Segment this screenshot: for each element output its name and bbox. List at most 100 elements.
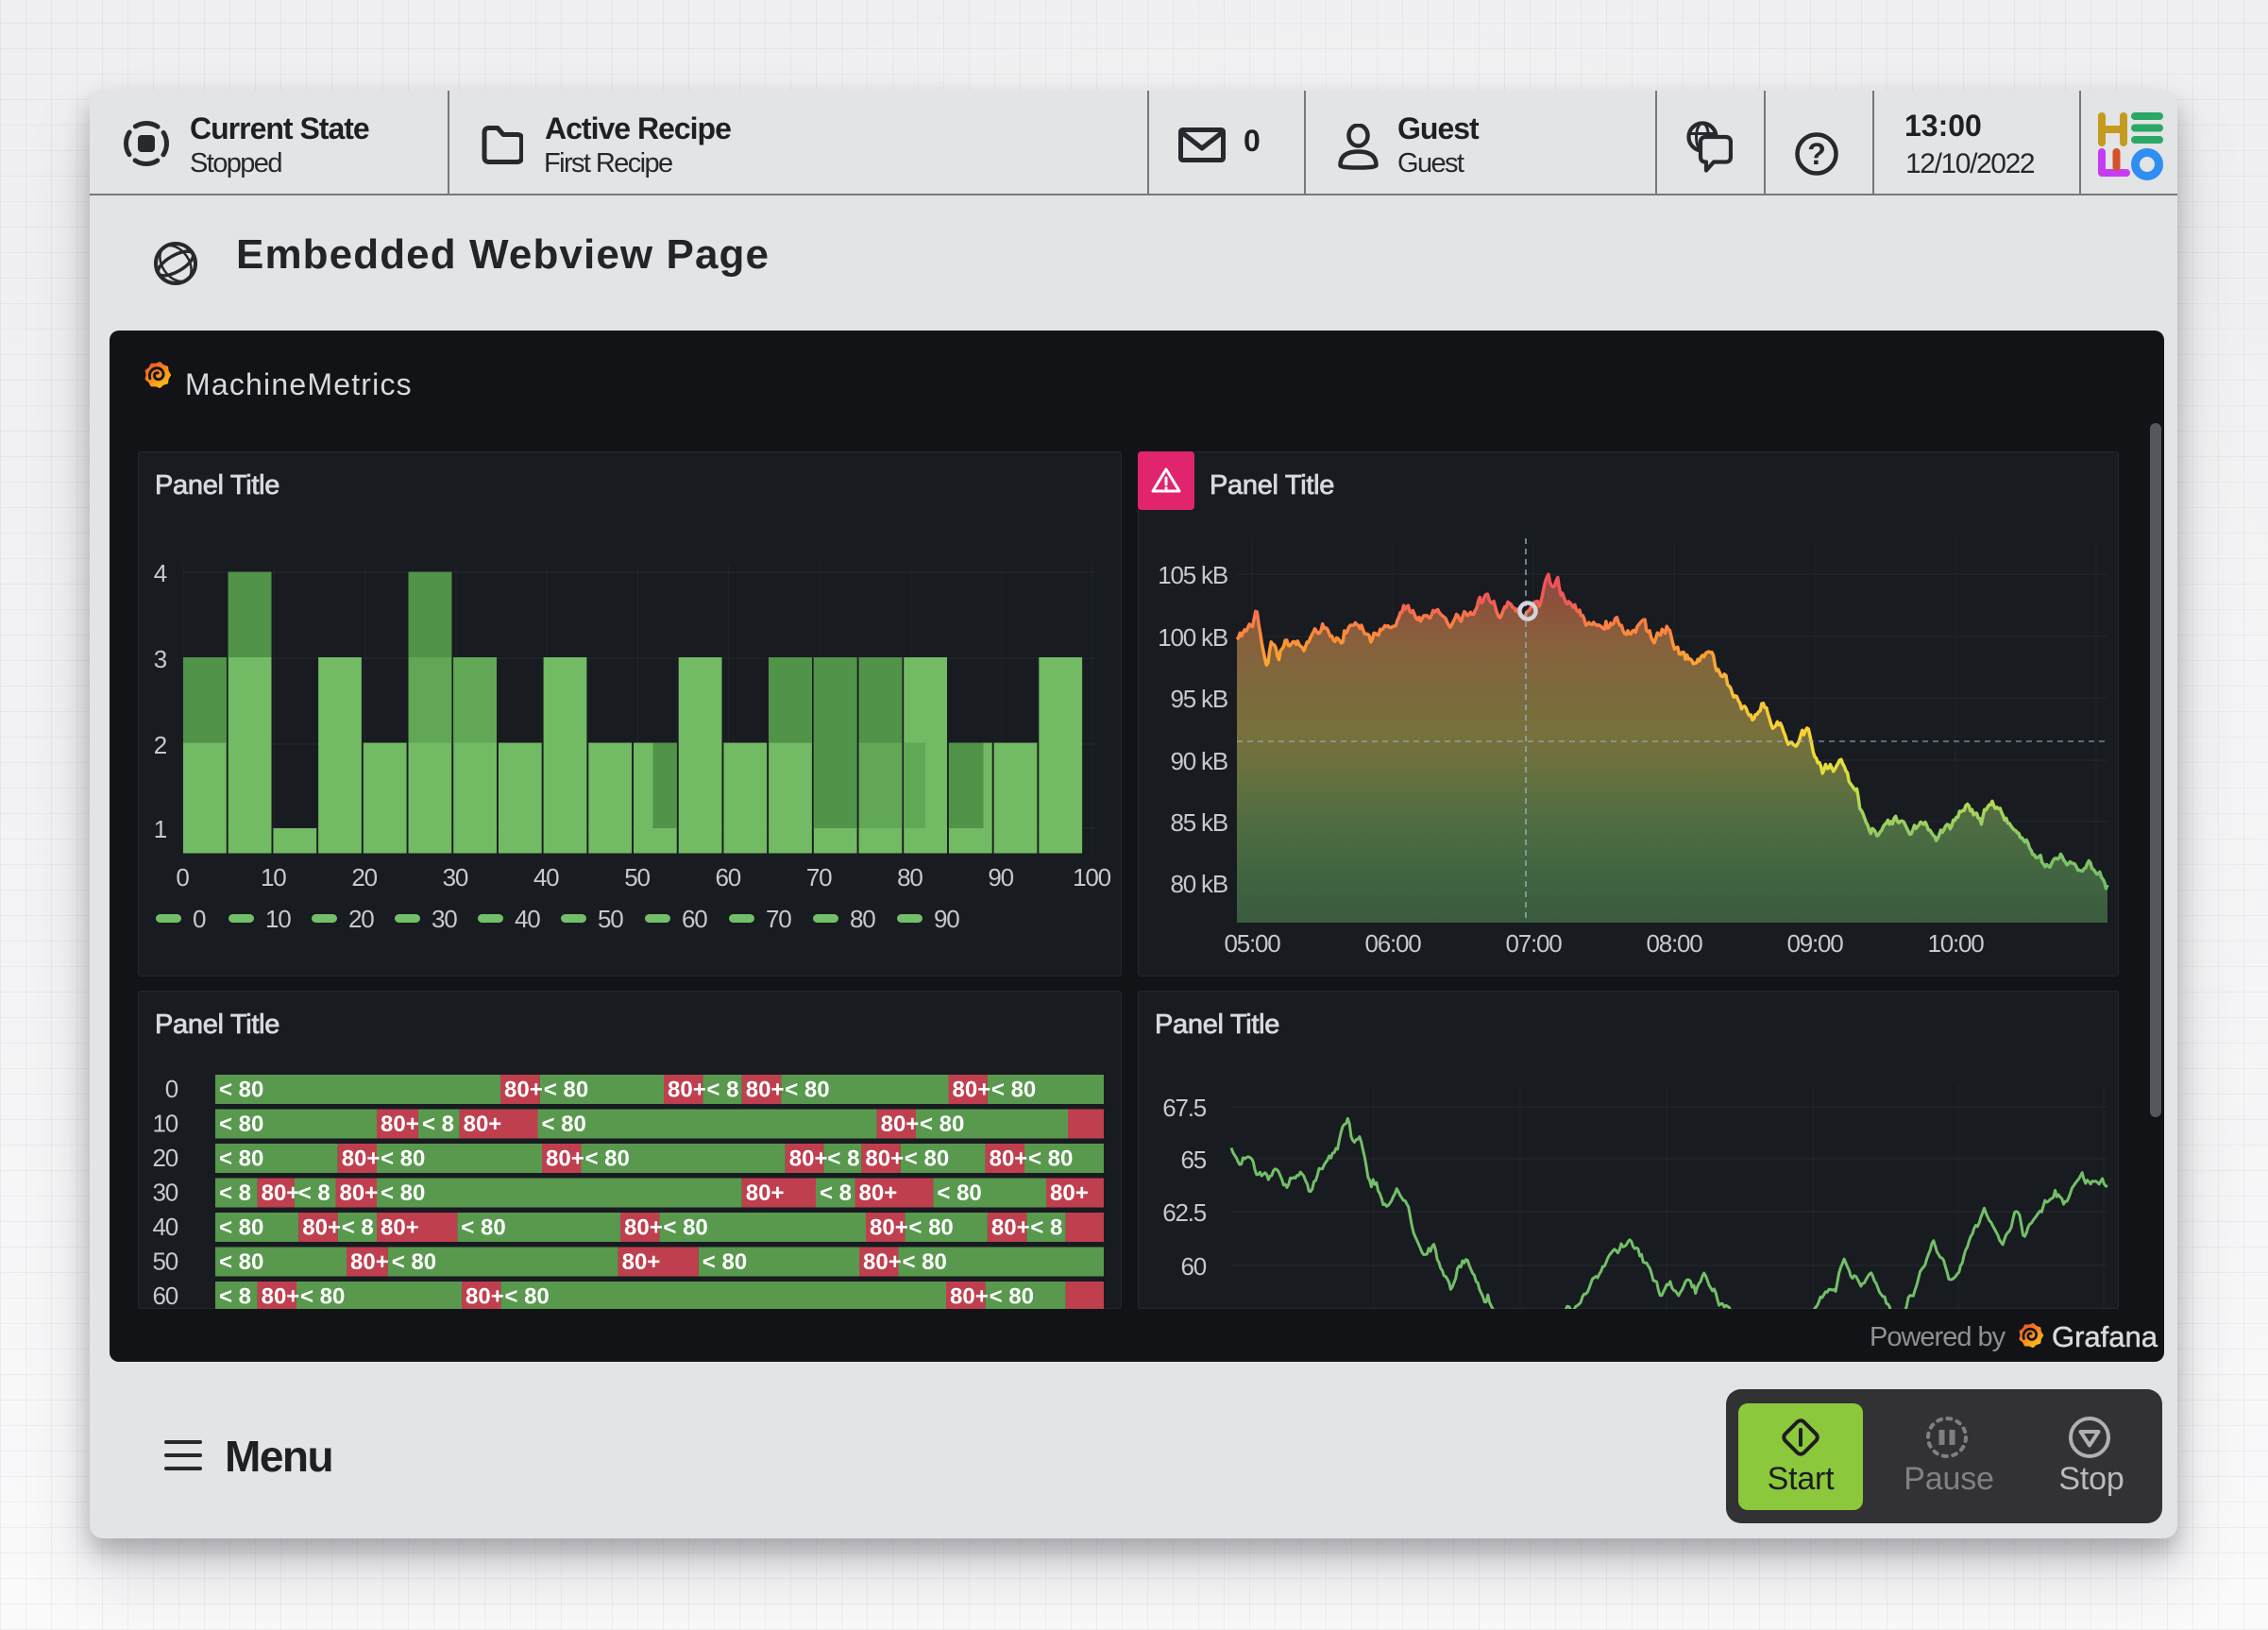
svg-text:< 80: < 80 <box>219 1249 263 1275</box>
svg-text:80+: 80+ <box>746 1078 785 1103</box>
svg-text:10: 10 <box>152 1110 178 1138</box>
svg-text:< 8: < 8 <box>706 1078 738 1103</box>
svg-text:07:00: 07:00 <box>1505 929 1562 958</box>
svg-text:105 kB: 105 kB <box>1158 561 1227 589</box>
svg-text:< 80: < 80 <box>905 1146 949 1172</box>
svg-text:Panel Title: Panel Title <box>155 1010 279 1040</box>
svg-text:80+: 80+ <box>381 1112 419 1137</box>
svg-text:< 80: < 80 <box>392 1249 436 1275</box>
svg-text:65: 65 <box>1180 1146 1206 1174</box>
svg-text:1: 1 <box>154 815 167 843</box>
svg-text:2: 2 <box>154 731 167 759</box>
svg-text:< 8: < 8 <box>422 1112 454 1137</box>
svg-text:40: 40 <box>152 1213 178 1241</box>
svg-text:< 80: < 80 <box>785 1078 829 1103</box>
svg-text:Panel Title: Panel Title <box>1155 1010 1279 1040</box>
svg-text:30: 30 <box>443 863 468 891</box>
svg-text:< 8: < 8 <box>298 1180 330 1206</box>
svg-text:80+: 80+ <box>865 1146 904 1172</box>
svg-text:20: 20 <box>348 905 374 933</box>
svg-text:0: 0 <box>165 1075 178 1103</box>
svg-text:80+: 80+ <box>870 1215 908 1241</box>
svg-text:< 80: < 80 <box>1028 1146 1073 1172</box>
svg-text:80+: 80+ <box>465 1284 504 1310</box>
svg-text:60: 60 <box>682 905 707 933</box>
svg-text:4: 4 <box>154 559 167 587</box>
svg-text:< 80: < 80 <box>990 1284 1034 1310</box>
svg-text:< 80: < 80 <box>504 1284 549 1310</box>
svg-text:80+: 80+ <box>990 1146 1028 1172</box>
svg-text:< 8: < 8 <box>827 1146 859 1172</box>
svg-text:85 kB: 85 kB <box>1171 808 1228 837</box>
svg-text:< 80: < 80 <box>219 1112 263 1137</box>
svg-text:95 kB: 95 kB <box>1171 685 1228 713</box>
svg-text:67.5: 67.5 <box>1162 1094 1207 1122</box>
svg-text:< 8: < 8 <box>1030 1215 1062 1241</box>
svg-text:< 80: < 80 <box>908 1215 953 1241</box>
svg-text:< 80: < 80 <box>219 1215 263 1241</box>
svg-text:80+: 80+ <box>1050 1180 1089 1206</box>
svg-text:< 8: < 8 <box>219 1180 251 1206</box>
svg-text:50: 50 <box>624 863 650 891</box>
svg-text:80+: 80+ <box>953 1078 991 1103</box>
svg-text:10: 10 <box>265 905 291 933</box>
svg-text:< 80: < 80 <box>663 1215 707 1241</box>
svg-text:90: 90 <box>988 863 1013 891</box>
svg-text:Panel Title: Panel Title <box>155 470 279 501</box>
svg-text:< 80: < 80 <box>219 1146 263 1172</box>
svg-text:80+: 80+ <box>262 1180 300 1206</box>
svg-text:80+: 80+ <box>859 1180 898 1206</box>
svg-text:0: 0 <box>176 863 189 891</box>
svg-text:80+: 80+ <box>342 1146 381 1172</box>
svg-text:50: 50 <box>152 1248 178 1276</box>
svg-text:80+: 80+ <box>863 1249 902 1275</box>
svg-text:10:00: 10:00 <box>1927 929 1984 958</box>
svg-text:?: ? <box>1807 137 1826 171</box>
svg-text:80+: 80+ <box>546 1146 584 1172</box>
svg-text:90: 90 <box>934 905 959 933</box>
svg-text:80+: 80+ <box>504 1078 543 1103</box>
svg-text:80+: 80+ <box>302 1215 341 1241</box>
svg-text:30: 30 <box>432 905 457 933</box>
svg-text:80+: 80+ <box>350 1249 389 1275</box>
svg-text:20: 20 <box>152 1144 178 1172</box>
svg-text:70: 70 <box>766 905 791 933</box>
svg-text:80+: 80+ <box>789 1146 828 1172</box>
svg-text:< 80: < 80 <box>937 1180 981 1206</box>
svg-text:3: 3 <box>154 645 167 673</box>
svg-text:40: 40 <box>515 905 540 933</box>
svg-text:< 80: < 80 <box>381 1146 425 1172</box>
svg-text:62.5: 62.5 <box>1162 1198 1207 1227</box>
svg-text:80+: 80+ <box>881 1112 920 1137</box>
svg-text:< 80: < 80 <box>542 1112 586 1137</box>
svg-text:< 80: < 80 <box>585 1146 630 1172</box>
svg-text:80+: 80+ <box>262 1284 300 1310</box>
svg-text:80: 80 <box>897 863 922 891</box>
svg-text:05:00: 05:00 <box>1224 929 1280 958</box>
svg-text:80 kB: 80 kB <box>1171 870 1228 898</box>
svg-text:60: 60 <box>152 1282 178 1309</box>
svg-text:< 80: < 80 <box>991 1078 1036 1103</box>
svg-text:80+: 80+ <box>381 1215 419 1241</box>
svg-text:10: 10 <box>261 863 286 891</box>
svg-text:80+: 80+ <box>464 1112 502 1137</box>
svg-text:Panel Title: Panel Title <box>1210 470 1334 501</box>
svg-text:< 80: < 80 <box>300 1284 345 1310</box>
svg-text:0: 0 <box>193 905 206 933</box>
svg-text:08:00: 08:00 <box>1646 929 1702 958</box>
svg-text:80+: 80+ <box>622 1249 661 1275</box>
svg-text:< 80: < 80 <box>219 1078 263 1103</box>
svg-text:80: 80 <box>850 905 875 933</box>
svg-text:70: 70 <box>806 863 832 891</box>
svg-text:80+: 80+ <box>624 1215 663 1241</box>
svg-text:50: 50 <box>598 905 623 933</box>
svg-text:30: 30 <box>152 1179 178 1207</box>
svg-text:09:00: 09:00 <box>1786 929 1843 958</box>
svg-text:60: 60 <box>716 863 741 891</box>
svg-text:100 kB: 100 kB <box>1158 623 1227 652</box>
svg-text:90 kB: 90 kB <box>1171 747 1228 775</box>
svg-text:< 8: < 8 <box>820 1180 852 1206</box>
svg-text:< 80: < 80 <box>544 1078 588 1103</box>
svg-text:80+: 80+ <box>991 1215 1030 1241</box>
svg-text:< 80: < 80 <box>461 1215 505 1241</box>
